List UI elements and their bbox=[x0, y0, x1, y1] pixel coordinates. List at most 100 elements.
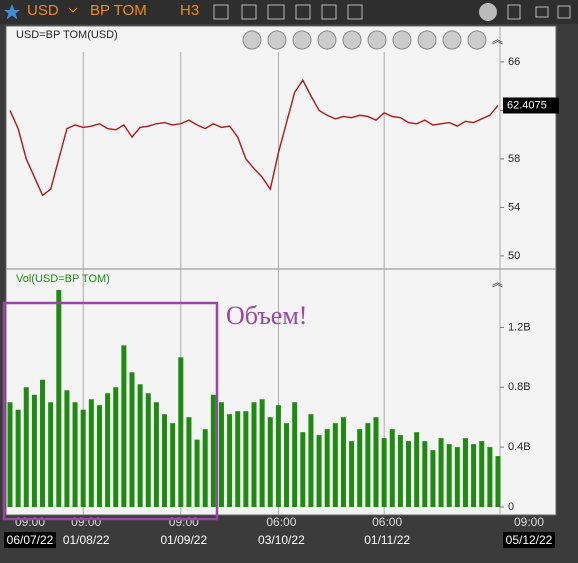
volume-bar bbox=[316, 435, 322, 507]
instrument[interactable]: BP TOM bbox=[90, 2, 147, 19]
y-tick-label: 54 bbox=[508, 201, 520, 213]
volume-bar bbox=[210, 394, 216, 507]
icon[interactable] bbox=[241, 4, 257, 20]
volume-bar bbox=[145, 393, 151, 507]
tool-icons bbox=[213, 3, 571, 21]
nav-button[interactable] bbox=[242, 30, 262, 50]
volume-bar bbox=[56, 290, 62, 507]
volume-bar bbox=[422, 441, 428, 507]
volume-bar bbox=[414, 432, 420, 507]
volume-bar bbox=[7, 402, 13, 507]
volume-bar bbox=[446, 444, 452, 507]
icon[interactable] bbox=[213, 4, 229, 20]
volume-bar bbox=[121, 345, 127, 507]
date-highlight bbox=[503, 532, 555, 548]
y-tick-label: 58 bbox=[508, 153, 520, 165]
highlight-box bbox=[2, 301, 219, 521]
nav-button[interactable] bbox=[442, 30, 462, 50]
volume-bar bbox=[275, 405, 281, 507]
volume-bar bbox=[178, 357, 184, 507]
y-tick-label: 0 bbox=[508, 501, 514, 513]
collapse[interactable]: ︽ bbox=[492, 277, 503, 289]
price-legend: USD=BP TOM(USD) bbox=[16, 29, 118, 41]
x-time-label: 09:00 bbox=[169, 515, 199, 529]
nav-button[interactable] bbox=[342, 30, 362, 50]
volume-bar bbox=[129, 372, 135, 507]
volume-bar bbox=[105, 393, 111, 507]
volume-bar bbox=[259, 399, 265, 507]
volume-bar bbox=[332, 423, 338, 507]
icon[interactable] bbox=[267, 4, 285, 20]
x-date-label: 01/11/22 bbox=[364, 533, 410, 547]
nav-button[interactable] bbox=[417, 30, 437, 50]
icon[interactable] bbox=[295, 4, 311, 20]
volume-bar bbox=[227, 414, 233, 507]
volume-bar bbox=[340, 417, 346, 507]
x-date-label: 03/10/22 bbox=[258, 533, 305, 547]
volume-bar bbox=[31, 394, 37, 507]
y-tick-label: 0.8B bbox=[508, 381, 531, 393]
volume-bar bbox=[194, 439, 200, 507]
volume-bar bbox=[88, 399, 94, 507]
collapse[interactable]: ︽ bbox=[492, 34, 503, 46]
price-line bbox=[9, 78, 499, 197]
y-tick-label: 66 bbox=[508, 56, 520, 68]
x-time-label: 09:00 bbox=[71, 515, 101, 529]
icon[interactable] bbox=[479, 3, 497, 21]
y-tick-label: 50 bbox=[508, 250, 520, 262]
volume-bar bbox=[349, 441, 355, 507]
icon[interactable] bbox=[321, 4, 337, 20]
nav-button[interactable] bbox=[367, 30, 387, 50]
nav-button[interactable] bbox=[267, 30, 287, 50]
interval[interactable]: H3 bbox=[180, 2, 199, 19]
nav-button[interactable] bbox=[392, 30, 412, 50]
volume-bar bbox=[438, 438, 444, 507]
volume-bar bbox=[162, 414, 168, 507]
x-date-label: 01/09/22 bbox=[160, 533, 207, 547]
volume-bar bbox=[308, 414, 314, 507]
chart-panel bbox=[5, 25, 557, 516]
icon[interactable] bbox=[507, 4, 521, 20]
icon[interactable] bbox=[347, 4, 363, 20]
currency[interactable]: USD bbox=[27, 2, 59, 19]
volume-bar bbox=[357, 429, 363, 507]
volume-bar bbox=[406, 441, 412, 507]
nav-button[interactable] bbox=[292, 30, 312, 50]
volume-bar bbox=[251, 402, 257, 507]
volume-bar bbox=[243, 411, 249, 507]
volume-bar bbox=[389, 429, 395, 507]
volume-bar bbox=[462, 438, 468, 507]
volume-bar bbox=[64, 390, 70, 507]
volume-legend: Vol(USD=BP TOM) bbox=[16, 273, 110, 285]
annotation: Объем! bbox=[226, 301, 307, 330]
volume-bar bbox=[397, 435, 403, 507]
y-tick-label: 0.4B bbox=[508, 441, 531, 453]
dropdown[interactable] bbox=[68, 7, 78, 13]
x-time-label: 09:00 bbox=[15, 515, 45, 529]
volume-bar bbox=[267, 417, 273, 507]
volume-bar bbox=[186, 417, 192, 507]
y-tick-label: 1.2B bbox=[508, 321, 531, 333]
volume-bar bbox=[365, 423, 371, 507]
volume-bar bbox=[72, 402, 78, 507]
x-time-label: 06:00 bbox=[266, 515, 296, 529]
nav-button[interactable] bbox=[317, 30, 337, 50]
volume-bar bbox=[137, 384, 143, 507]
volume-bar bbox=[324, 429, 330, 507]
nav-buttons bbox=[242, 30, 487, 50]
x-date-label: 06/07/22 bbox=[7, 533, 54, 547]
minimize[interactable] bbox=[535, 6, 549, 18]
volume-bar bbox=[284, 423, 290, 507]
volume-bar bbox=[471, 444, 477, 507]
volume-bar bbox=[479, 441, 485, 507]
nav-button[interactable] bbox=[467, 30, 487, 50]
volume-bar bbox=[373, 417, 379, 507]
volume-bar bbox=[487, 447, 493, 507]
volume-bar bbox=[300, 432, 306, 507]
volume-bar bbox=[80, 409, 86, 507]
close[interactable] bbox=[557, 5, 571, 19]
volume-bar bbox=[40, 379, 46, 507]
favorite-star[interactable] bbox=[4, 4, 20, 20]
